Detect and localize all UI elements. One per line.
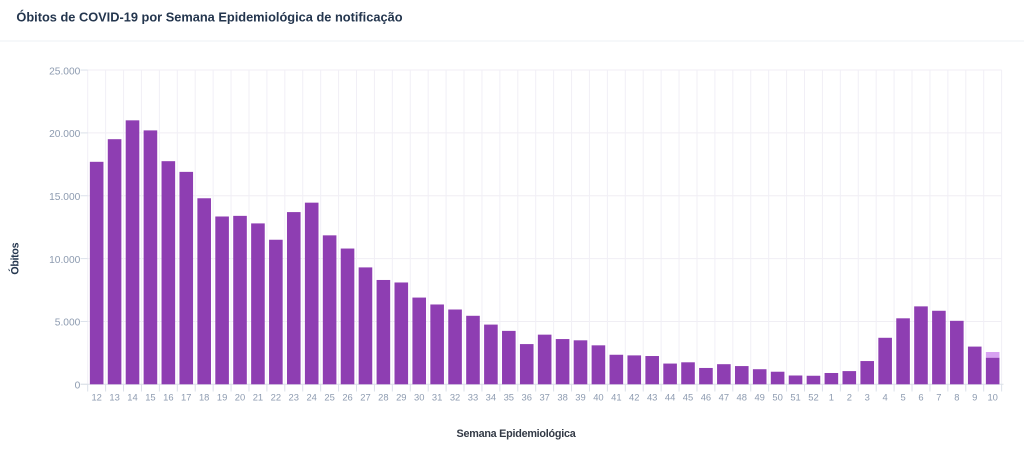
svg-text:19: 19: [217, 392, 227, 403]
svg-text:28: 28: [378, 392, 388, 403]
svg-text:43: 43: [647, 392, 657, 403]
svg-text:10: 10: [987, 392, 997, 403]
svg-text:47: 47: [719, 392, 729, 403]
svg-text:6: 6: [918, 392, 923, 403]
svg-text:0: 0: [75, 381, 81, 392]
svg-text:44: 44: [665, 392, 675, 403]
svg-text:25.000: 25.000: [49, 66, 80, 77]
svg-text:20: 20: [235, 392, 245, 403]
svg-text:26: 26: [342, 392, 352, 403]
svg-text:1: 1: [829, 392, 834, 403]
svg-text:18: 18: [199, 392, 209, 403]
svg-text:35: 35: [504, 392, 514, 403]
svg-text:38: 38: [557, 392, 567, 403]
svg-text:41: 41: [611, 392, 621, 403]
svg-text:Óbitos: Óbitos: [8, 242, 21, 274]
svg-text:Semana Epidemiológica: Semana Epidemiológica: [457, 428, 577, 440]
svg-text:4: 4: [883, 392, 888, 403]
svg-text:20.000: 20.000: [49, 129, 80, 140]
svg-text:40: 40: [593, 392, 603, 403]
svg-text:21: 21: [253, 392, 263, 403]
svg-text:33: 33: [468, 392, 478, 403]
svg-text:34: 34: [486, 392, 496, 403]
svg-text:Óbitos de COVID-19 por Semana: Óbitos de COVID-19 por Semana Epidemioló…: [16, 9, 402, 24]
svg-text:15.000: 15.000: [49, 192, 80, 203]
svg-text:5.000: 5.000: [55, 318, 81, 329]
svg-text:45: 45: [683, 392, 693, 403]
svg-text:17: 17: [181, 392, 191, 403]
svg-text:14: 14: [127, 392, 137, 403]
svg-text:24: 24: [306, 392, 316, 403]
svg-text:13: 13: [109, 392, 119, 403]
svg-text:27: 27: [360, 392, 370, 403]
svg-text:7: 7: [936, 392, 941, 403]
svg-text:36: 36: [522, 392, 532, 403]
svg-text:31: 31: [432, 392, 442, 403]
svg-text:22: 22: [271, 392, 281, 403]
svg-text:48: 48: [737, 392, 747, 403]
svg-text:52: 52: [808, 392, 818, 403]
svg-text:15: 15: [145, 392, 155, 403]
svg-text:16: 16: [163, 392, 173, 403]
svg-text:39: 39: [575, 392, 585, 403]
svg-text:25: 25: [324, 392, 334, 403]
svg-text:49: 49: [754, 392, 764, 403]
svg-text:30: 30: [414, 392, 424, 403]
svg-text:42: 42: [629, 392, 639, 403]
svg-text:32: 32: [450, 392, 460, 403]
svg-text:37: 37: [539, 392, 549, 403]
svg-text:3: 3: [865, 392, 870, 403]
svg-text:29: 29: [396, 392, 406, 403]
svg-text:23: 23: [289, 392, 299, 403]
svg-text:8: 8: [954, 392, 959, 403]
svg-text:46: 46: [701, 392, 711, 403]
svg-text:10.000: 10.000: [49, 255, 80, 266]
svg-text:12: 12: [91, 392, 101, 403]
svg-text:5: 5: [900, 392, 905, 403]
svg-text:9: 9: [972, 392, 977, 403]
svg-text:50: 50: [772, 392, 782, 403]
svg-text:2: 2: [847, 392, 852, 403]
svg-text:51: 51: [790, 392, 800, 403]
